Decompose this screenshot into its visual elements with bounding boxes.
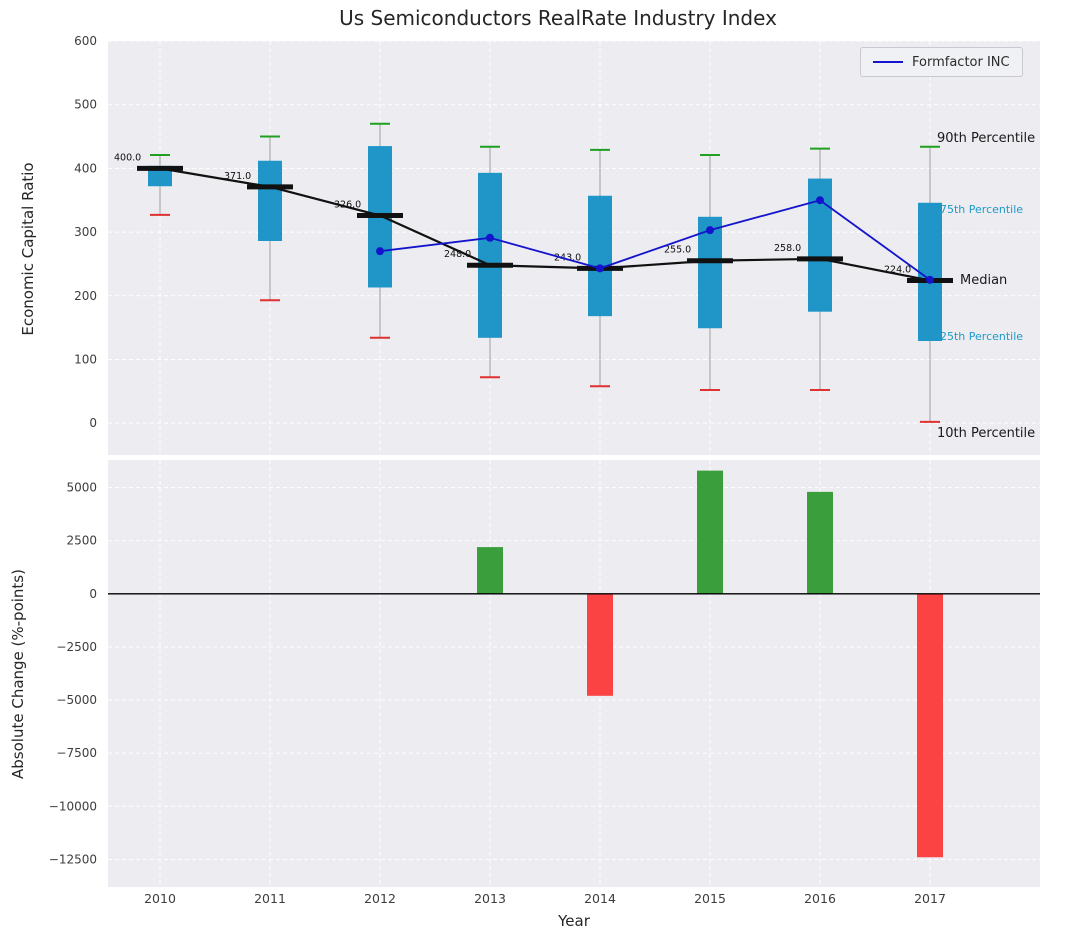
bottom-y-axis-label: Absolute Change (%-points) [9, 569, 27, 779]
annotation-25th-percentile: 25th Percentile [940, 330, 1024, 343]
bottom-y-tick-label: −12500 [49, 852, 97, 866]
top-y-tick-label: 200 [74, 289, 97, 303]
company-marker-2014 [596, 264, 604, 273]
change-bar-2015 [697, 470, 723, 594]
chart-title: Us Semiconductors RealRate Industry Inde… [339, 6, 777, 30]
x-tick-label-2012: 2012 [364, 891, 396, 906]
annotation-90th-percentile: 90th Percentile [937, 131, 1036, 146]
median-value-label-2010: 400.0 [114, 152, 141, 163]
bottom-plot-area [108, 460, 1040, 887]
company-marker-2016 [816, 196, 824, 205]
median-value-label-2015: 255.0 [664, 245, 691, 256]
x-tick-label-2011: 2011 [254, 891, 286, 906]
x-tick-label-2015: 2015 [694, 891, 726, 906]
median-value-label-2014: 243.0 [554, 252, 581, 263]
iqr-box-2014 [588, 195, 612, 317]
company-marker-2013 [486, 233, 494, 242]
median-value-label-2011: 371.0 [224, 171, 251, 182]
x-tick-label-2014: 2014 [584, 891, 616, 906]
x-tick-label-2016: 2016 [804, 891, 836, 906]
top-y-tick-label: 0 [89, 416, 97, 430]
x-tick-label-2013: 2013 [474, 891, 506, 906]
bottom-y-tick-label: 0 [89, 587, 97, 601]
x-tick-label-2017: 2017 [914, 891, 946, 906]
iqr-box-2010 [148, 165, 172, 187]
company-marker-2015 [706, 226, 714, 235]
x-tick-label-2010: 2010 [144, 891, 176, 906]
top-y-axis-label: Economic Capital Ratio [19, 162, 37, 336]
legend-label: Formfactor INC [912, 54, 1010, 70]
top-y-tick-label: 500 [74, 98, 97, 112]
company-marker-2012 [376, 247, 384, 256]
top-y-tick-label: 100 [74, 352, 97, 366]
annotation-10th-percentile: 10th Percentile [937, 426, 1036, 441]
x-axis-label: Year [558, 912, 590, 930]
median-value-label-2016: 258.0 [774, 243, 801, 254]
iqr-box-2015 [698, 216, 722, 329]
change-bar-2017 [917, 593, 943, 858]
median-value-label-2012: 326.0 [334, 200, 361, 211]
company-line [379, 199, 931, 281]
annotation-75th-percentile: 75th Percentile [940, 203, 1024, 216]
change-bar-2014 [587, 593, 613, 696]
change-bar-2013 [477, 547, 503, 594]
annotation-median: Median [960, 273, 1008, 288]
bottom-y-tick-label: −7500 [56, 746, 97, 760]
legend: Formfactor INC [860, 47, 1023, 77]
iqr-box-2013 [478, 172, 502, 338]
bottom-y-tick-label: 5000 [66, 481, 97, 495]
bottom-y-tick-label: −2500 [56, 640, 97, 654]
top-y-tick-label: 600 [74, 34, 97, 48]
company-marker-2017 [926, 275, 934, 284]
top-y-tick-label: 400 [74, 161, 97, 175]
iqr-box-2011 [258, 160, 282, 241]
change-bar-2016 [807, 491, 833, 594]
iqr-box-2017 [918, 202, 942, 341]
bottom-y-tick-label: −10000 [49, 799, 97, 813]
bottom-y-tick-label: −5000 [56, 693, 97, 707]
bottom-y-tick-label: 2500 [66, 534, 97, 548]
legend-line-sample [873, 61, 903, 63]
median-value-label-2017: 224.0 [884, 264, 911, 275]
top-y-tick-label: 300 [74, 225, 97, 239]
median-value-label-2013: 248.0 [444, 249, 471, 260]
